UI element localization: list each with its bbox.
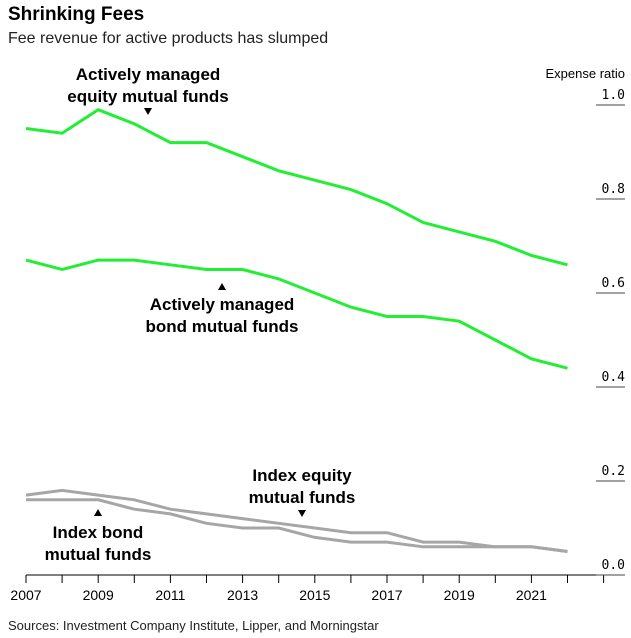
- annotation-label: mutual funds: [249, 488, 356, 507]
- annotation-arrow-icon: [218, 283, 226, 290]
- annotation-label: equity mutual funds: [67, 87, 229, 106]
- annotation-arrow-icon: [94, 509, 102, 516]
- x-tick-label: 2021: [516, 587, 547, 603]
- series-line-1: [25, 258, 568, 370]
- annotation-label: Index equity: [252, 466, 352, 485]
- chart-subtitle: Fee revenue for active products has slum…: [8, 30, 329, 47]
- y-tick-label: 0.6: [602, 276, 625, 291]
- series-line-2: [25, 488, 568, 553]
- y-tick-label: 0.0: [602, 558, 625, 573]
- annotation-arrow-icon: [144, 108, 152, 115]
- source-note: Sources: Investment Company Institute, L…: [8, 618, 379, 633]
- y-tick-label: 0.4: [602, 370, 626, 385]
- x-tick-label: 2013: [227, 587, 258, 603]
- series-line-3: [26, 498, 568, 553]
- y-tick-label: 0.2: [602, 464, 625, 479]
- x-tick-label: 2007: [10, 587, 41, 603]
- y-tick-label: 0.8: [602, 182, 625, 197]
- chart-title: Shrinking Fees: [8, 4, 145, 25]
- annotation-label: bond mutual funds: [146, 317, 299, 336]
- x-tick-label: 2015: [299, 587, 330, 603]
- x-tick-label: 2009: [83, 587, 114, 603]
- annotation-label: Index bond: [53, 523, 144, 542]
- x-tick-label: 2011: [155, 587, 185, 603]
- x-tick-label: 2019: [444, 587, 475, 603]
- x-tick-label: 2017: [371, 587, 402, 603]
- y-tick-label: 1.0: [602, 88, 625, 103]
- annotation-label: Actively managed: [76, 65, 221, 84]
- annotation-label: Actively managed: [150, 295, 295, 314]
- y-axis-label: Expense ratio: [546, 66, 626, 81]
- annotation-label: mutual funds: [45, 545, 152, 564]
- series-line-0: [25, 108, 568, 267]
- annotation-arrow-icon: [298, 510, 306, 517]
